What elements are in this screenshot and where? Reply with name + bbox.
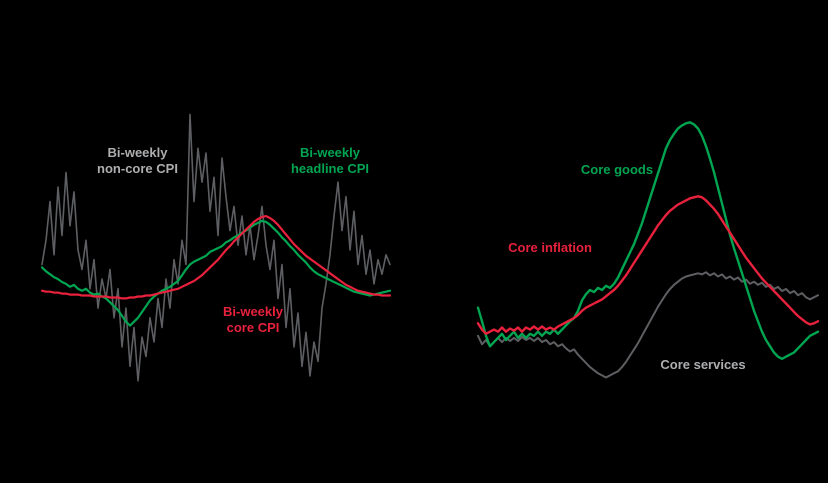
series-line-bi-weekly-headline-cpi (40, 219, 392, 327)
label-biweekly-headline-cpi: Bi-weekly headline CPI (290, 145, 370, 176)
label-biweekly-non-core-cpi: Bi-weekly non-core CPI (97, 145, 178, 176)
label-core-inflation: Core inflation (508, 240, 592, 255)
label-core-services: Core services (660, 357, 746, 372)
series-line-bi-weekly-non-core-cpi (41, 113, 391, 382)
series-line-core-goods (476, 121, 820, 360)
label-core-goods: Core goods (580, 162, 654, 177)
label-biweekly-core-cpi: Bi-weekly core CPI (223, 304, 283, 335)
series-line-core-services (477, 271, 819, 379)
series-line-core-inflation (476, 195, 820, 335)
series-line-bi-weekly-core-cpi (40, 215, 392, 300)
